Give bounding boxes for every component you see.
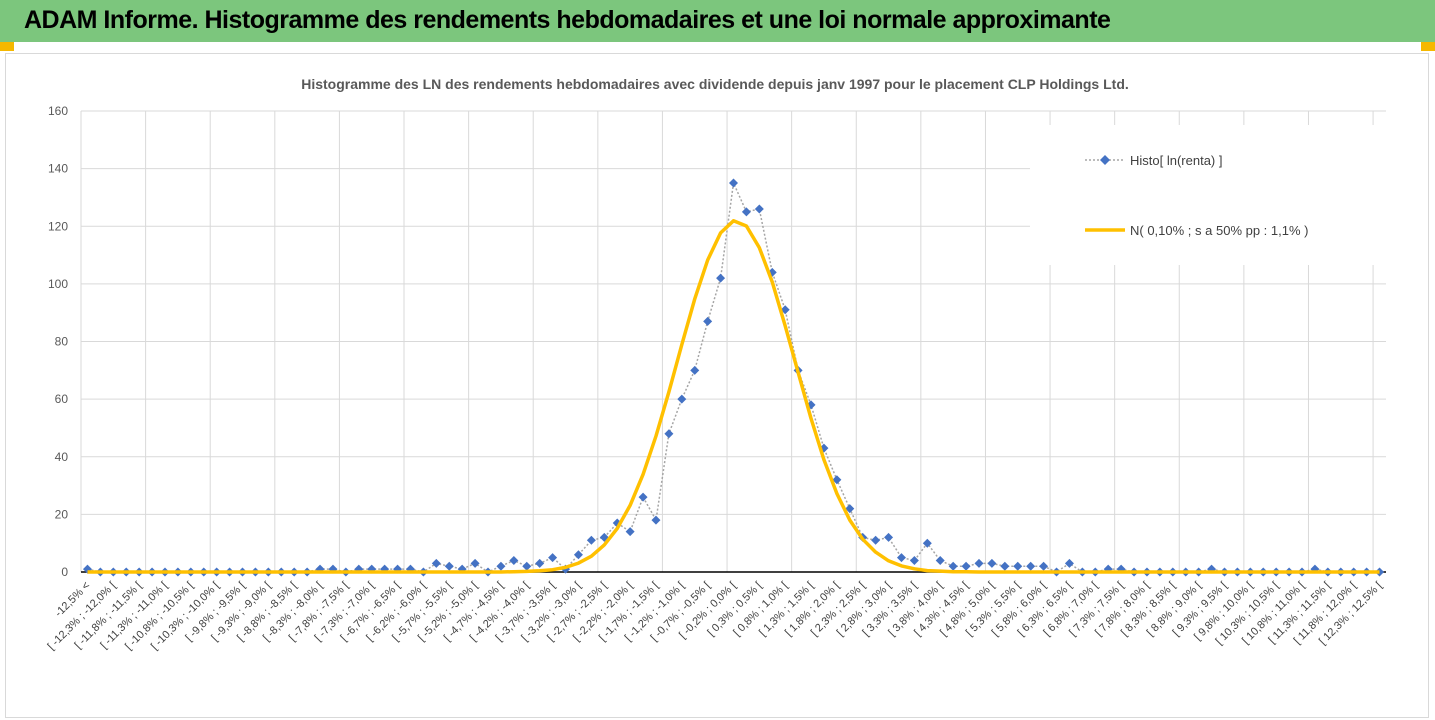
header-title: ADAM Informe. Histogramme des rendements… [24,6,1111,34]
data-point [729,178,738,188]
data-point [871,535,881,545]
y-tick-label: 20 [55,507,69,521]
data-point [586,535,596,545]
data-point [638,492,648,502]
y-tick-label: 60 [55,392,69,406]
data-point [664,429,674,439]
data-point [987,558,997,568]
corner-mark [1421,42,1435,51]
data-point [444,561,454,571]
data-point [961,561,971,571]
data-point [832,475,842,485]
data-point [509,555,519,565]
y-tick-label: 100 [48,277,68,291]
data-point [922,538,932,548]
legend-label: Histo[ ln(renta) ] [1130,153,1222,168]
data-point [690,365,700,375]
data-point [716,273,726,283]
data-point [935,555,945,565]
data-point [496,561,506,571]
data-point [1026,561,1036,571]
header: ADAM Informe. Histogramme des rendements… [0,0,1435,42]
chart: Histogramme des LN des rendements hebdom… [5,53,1429,718]
data-point [548,553,558,563]
data-point [974,558,984,568]
chart-title: Histogramme des LN des rendements hebdom… [301,76,1129,92]
y-tick-label: 160 [48,104,68,118]
data-point [1000,561,1010,571]
y-tick-label: 120 [48,219,68,233]
data-point [741,207,751,217]
data-point [703,316,713,326]
data-point [896,553,906,563]
data-point [1039,561,1049,571]
data-point [431,558,441,568]
data-point [535,558,545,568]
y-tick-label: 140 [48,162,68,176]
data-point [948,561,958,571]
data-point [884,532,894,542]
data-point [754,204,764,214]
data-point [1013,561,1023,571]
data-point [909,555,919,565]
legend-marker [1100,155,1110,165]
data-point [1064,558,1074,568]
data-point [677,394,687,404]
data-point [1375,567,1385,577]
data-point [522,561,532,571]
legend-box [1030,125,1390,265]
y-tick-label: 40 [55,450,69,464]
y-tick-label: 80 [55,335,69,349]
data-point [573,550,583,560]
legend-label: N( 0,10% ; s a 50% pp : 1,1% ) [1130,223,1308,238]
y-tick-label: 0 [61,565,68,579]
data-point [651,515,661,525]
series-line [87,219,1380,574]
data-point [625,527,635,537]
corner-mark [0,42,14,51]
data-point [470,558,480,568]
data-point [845,504,855,514]
